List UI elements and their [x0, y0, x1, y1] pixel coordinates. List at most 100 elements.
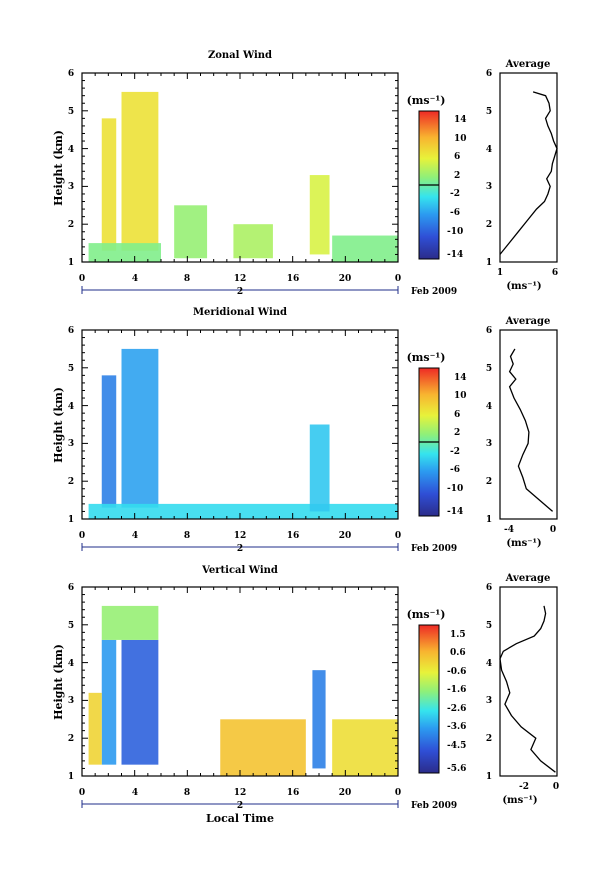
heatmap-cell [88, 692, 102, 765]
y-tick-label: 1 [486, 258, 492, 268]
x-tick-label: 8 [184, 788, 190, 798]
y-tick-label: 3 [486, 182, 492, 192]
y-tick-label: 3 [486, 439, 492, 449]
y-tick-labels: 1 2 3 4 5 6 [68, 69, 74, 268]
x-tick-label: -4 [504, 525, 514, 535]
colorbar-label: (ms⁻¹) [407, 94, 446, 107]
colorbar-tick: -6 [450, 465, 460, 475]
x-tick-label: 20 [339, 274, 352, 284]
colorbar-tick: 6 [454, 152, 460, 162]
heatmap-cell [101, 375, 117, 508]
axis-ticks [81, 72, 399, 263]
heatmap-cell [220, 719, 306, 776]
heatmap-cell [174, 205, 208, 259]
date-label: Feb 2009 [411, 287, 457, 297]
heatmap-regions [88, 605, 398, 776]
y-tick-label: 5 [486, 107, 492, 117]
y-tick-label: 2 [486, 220, 492, 230]
average-profile: Average 1 2 3 4 5 6 -4 0 (ms⁻¹) [486, 316, 558, 549]
date-label: Feb 2009 [411, 801, 457, 811]
day-label: 2 [237, 287, 243, 297]
colorbar: (ms⁻¹) 1.5 0.6 -0.6 -1.6 -2.6 -3.6 -4.5 … [407, 608, 467, 774]
x-tick-label: 0 [79, 531, 85, 541]
colorbar: (ms⁻¹) 14 10 6 2 -2 -6 -10 -14 [407, 351, 467, 517]
x-axis-label: Local Time [206, 812, 274, 825]
y-tick-label: 6 [68, 326, 74, 336]
colorbar-tick: -5.6 [447, 764, 466, 774]
x-tick-label: 20 [339, 788, 352, 798]
colorbar-tick: 1.5 [450, 630, 466, 640]
heatmap-cell [233, 224, 273, 259]
colorbar-tick: -10 [447, 484, 463, 494]
chart-title: Meridional Wind [193, 307, 287, 318]
y-tick-label: 4 [68, 145, 74, 155]
y-tick-label: 3 [68, 696, 74, 706]
colorbar-tick: -3.6 [447, 722, 466, 732]
x-tick-labels: 0 4 8 12 16 20 0 [79, 531, 401, 541]
colorbar-tick: 0.6 [450, 648, 466, 658]
average-title: Average [505, 573, 551, 584]
y-axis-label: Height (km) [52, 644, 65, 720]
colorbar-label: (ms⁻¹) [407, 351, 446, 364]
x-tick-label: 12 [234, 531, 247, 541]
x-tick-label: 0 [395, 531, 401, 541]
average-x-label: (ms⁻¹) [502, 795, 537, 806]
y-tick-label: 6 [486, 326, 492, 336]
y-tick-label: 5 [68, 107, 74, 117]
colorbar-tick: -4.5 [447, 741, 466, 751]
y-tick-label: 4 [486, 659, 492, 669]
y-tick-label: 4 [68, 402, 74, 412]
x-tick-label: 0 [79, 788, 85, 798]
x-tick-label: 0 [79, 274, 85, 284]
average-profile: Average 1 2 3 4 5 6 1 6 (ms⁻¹) [486, 59, 558, 292]
heatmap-regions [88, 348, 398, 519]
heatmap-cell [121, 639, 159, 765]
average-x-label: (ms⁻¹) [506, 281, 541, 292]
y-tick-label: 5 [68, 621, 74, 631]
vertical-wind-panel: Vertical Wind Height (km) 1 2 3 4 5 6 0 … [52, 565, 559, 825]
x-tick-label: 6 [552, 268, 558, 278]
colorbar-tick: -10 [447, 227, 463, 237]
x-tick-label: 0 [553, 782, 559, 792]
x-tick-labels: 0 4 8 12 16 20 0 [79, 788, 401, 798]
colorbar-tick: 10 [454, 391, 467, 401]
y-tick-label: 1 [68, 515, 74, 525]
y-tick-label: 3 [68, 439, 74, 449]
y-tick-label: 3 [486, 696, 492, 706]
day-axis: 2 Feb 2009 [81, 543, 457, 554]
heatmap-cell [309, 424, 330, 512]
x-tick-label: 16 [287, 788, 300, 798]
y-tick-label: 6 [486, 583, 492, 593]
x-tick-label: 20 [339, 531, 352, 541]
y-tick-label: 2 [486, 477, 492, 487]
y-tick-label: 5 [486, 621, 492, 631]
x-tick-label: 16 [287, 274, 300, 284]
axis-ticks [81, 329, 399, 520]
x-tick-label: 1 [497, 268, 503, 278]
x-tick-label: 4 [132, 274, 138, 284]
colorbar-label: (ms⁻¹) [407, 608, 446, 621]
y-tick-labels: 1 2 3 4 5 6 [68, 326, 74, 525]
colorbar-tick: -14 [447, 250, 463, 260]
y-tick-label: 2 [68, 220, 74, 230]
colorbar-tick: 14 [454, 115, 467, 125]
y-tick-label: 4 [68, 659, 74, 669]
x-tick-label: 0 [395, 274, 401, 284]
y-tick-label: 3 [68, 182, 74, 192]
heatmap-cell [312, 670, 326, 769]
colorbar-tick: -1.6 [447, 685, 466, 695]
y-tick-label: 5 [68, 364, 74, 374]
x-tick-labels: 0 4 8 12 16 20 0 [79, 274, 401, 284]
axis-ticks [81, 586, 399, 777]
average-title: Average [505, 59, 551, 70]
day-axis: 2 Feb 2009 [81, 286, 457, 297]
heatmap-cell [309, 175, 330, 255]
x-tick-label: 4 [132, 788, 138, 798]
colorbar-tick: -14 [447, 507, 463, 517]
x-tick-label: 4 [132, 531, 138, 541]
colorbar-tick: -0.6 [447, 667, 466, 677]
heatmap-cell [332, 235, 398, 262]
average-line [499, 91, 558, 255]
x-tick-label: 12 [234, 274, 247, 284]
chart-title: Zonal Wind [208, 50, 272, 61]
